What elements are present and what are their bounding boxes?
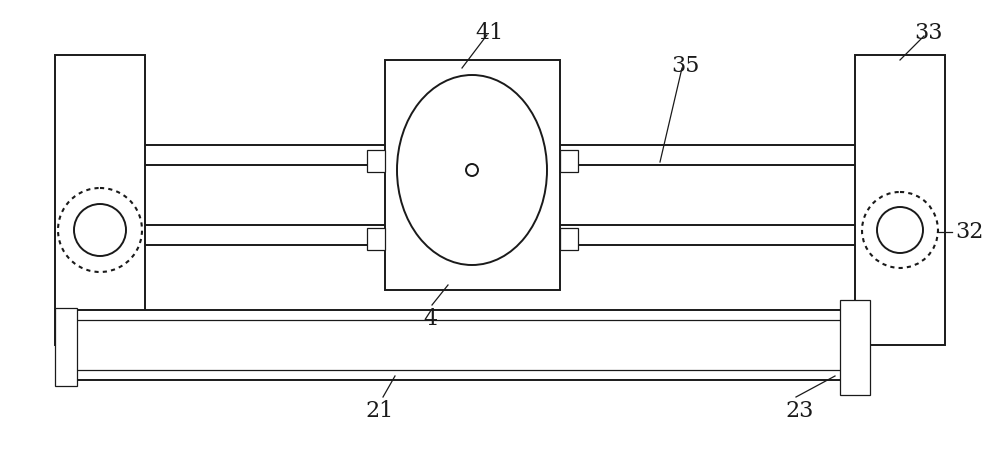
Circle shape bbox=[466, 164, 478, 176]
Bar bbox=[55, 55, 145, 345]
Circle shape bbox=[877, 207, 923, 253]
Circle shape bbox=[74, 204, 126, 256]
Bar bbox=[840, 300, 870, 395]
Circle shape bbox=[58, 188, 142, 272]
Bar bbox=[560, 228, 578, 250]
Bar bbox=[855, 55, 945, 345]
Bar bbox=[367, 150, 385, 172]
Bar bbox=[55, 308, 77, 386]
Bar bbox=[560, 150, 578, 172]
Text: 32: 32 bbox=[955, 221, 983, 243]
Text: 35: 35 bbox=[671, 55, 699, 77]
Text: 4: 4 bbox=[423, 308, 437, 330]
Bar bbox=[367, 228, 385, 250]
Ellipse shape bbox=[397, 75, 547, 265]
Bar bbox=[70, 310, 860, 380]
Text: 23: 23 bbox=[786, 400, 814, 422]
Text: 21: 21 bbox=[366, 400, 394, 422]
Circle shape bbox=[862, 192, 938, 268]
Text: 41: 41 bbox=[476, 22, 504, 44]
Bar bbox=[385, 60, 560, 290]
Text: 33: 33 bbox=[914, 22, 942, 44]
